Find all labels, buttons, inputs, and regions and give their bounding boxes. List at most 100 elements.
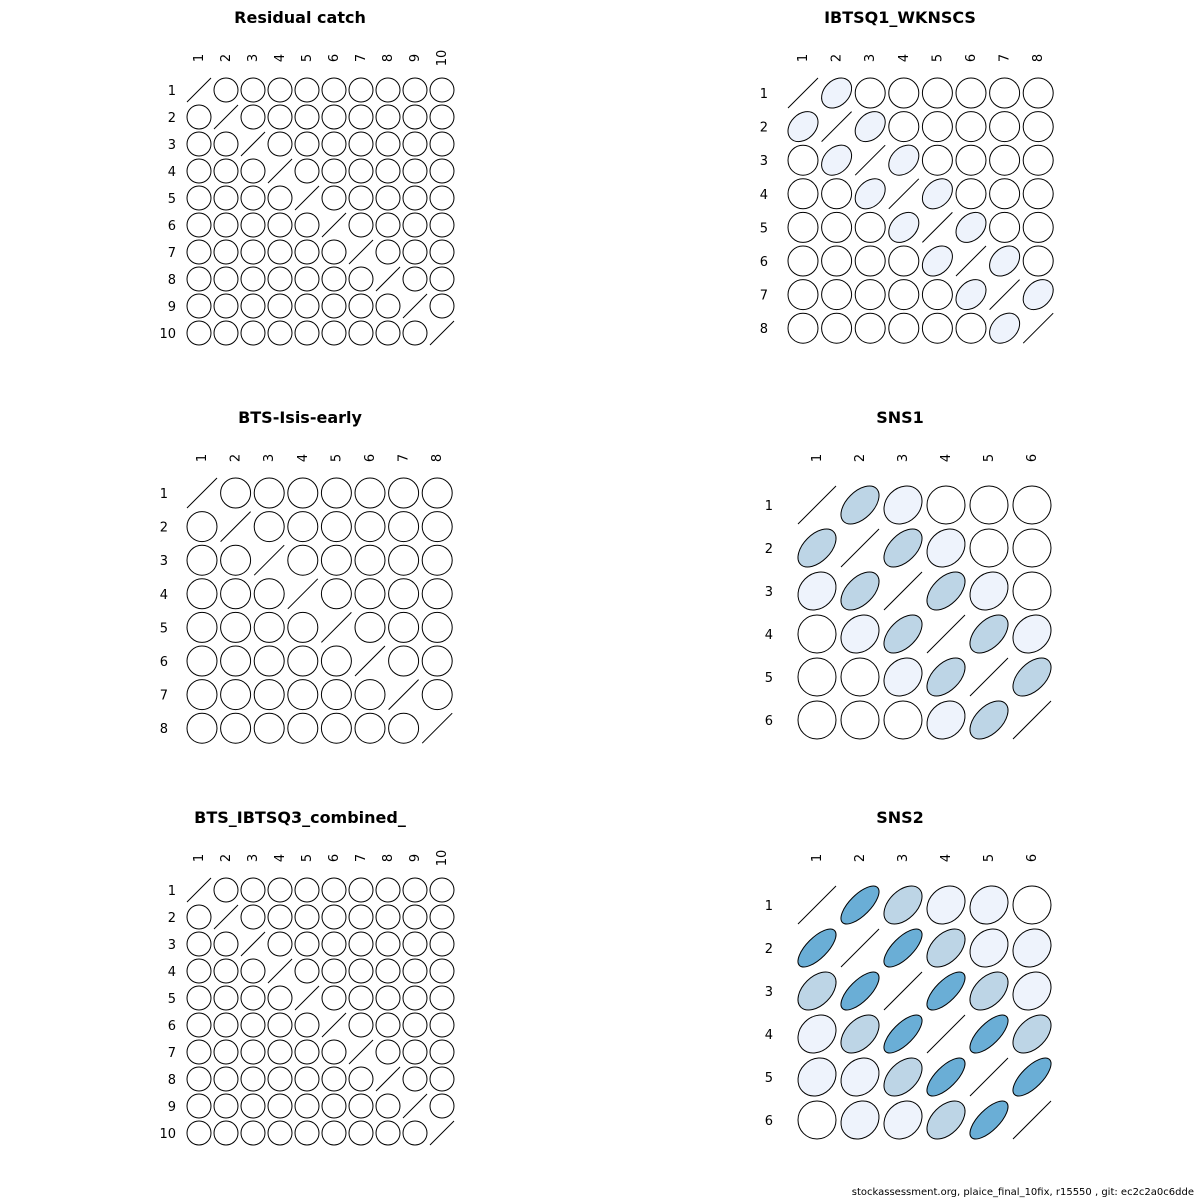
correlation-ellipse <box>240 877 266 903</box>
correlation-ellipse <box>1012 485 1052 525</box>
correlation-ellipse <box>821 279 853 311</box>
diagonal-line <box>926 614 966 654</box>
correlation-ellipse <box>213 1093 239 1119</box>
correlation-ellipse <box>267 104 293 130</box>
correlation-ellipse <box>186 212 212 238</box>
row-label: 10 <box>159 1127 176 1142</box>
column-label: 7 <box>354 854 369 862</box>
correlation-ellipse <box>375 239 401 265</box>
diagonal-line <box>388 679 419 710</box>
row-label: 7 <box>168 246 176 261</box>
column-label: 5 <box>300 54 315 62</box>
correlation-ellipse <box>321 1066 347 1092</box>
row-label: 7 <box>168 1046 176 1061</box>
correlation-ellipse <box>213 877 239 903</box>
row-label: 1 <box>168 84 176 99</box>
correlation-ellipse <box>240 985 266 1011</box>
correlation-ellipse <box>186 1093 212 1119</box>
correlation-ellipse <box>240 1039 266 1065</box>
row-label: 6 <box>760 255 768 270</box>
correlation-ellipse <box>955 144 987 176</box>
column-label: 2 <box>219 854 234 862</box>
correlation-ellipse <box>787 211 819 243</box>
column-label: 3 <box>896 454 911 462</box>
correlation-ellipse <box>294 293 320 319</box>
correlation-ellipse <box>240 958 266 984</box>
correlation-ellipse <box>840 885 880 925</box>
diagonal-line <box>883 971 923 1011</box>
correlation-ellipse <box>294 877 320 903</box>
correlation-ellipse <box>969 528 1009 568</box>
correlation-ellipse <box>267 266 293 292</box>
correlation-ellipse <box>294 1093 320 1119</box>
correlation-ellipse <box>969 1100 1009 1140</box>
correlation-ellipse <box>429 1093 455 1119</box>
correlation-ellipse <box>253 712 285 744</box>
diagonal-line <box>1012 700 1052 740</box>
column-label: 4 <box>939 854 954 862</box>
correlation-ellipse <box>921 312 953 344</box>
correlation-ellipse <box>294 904 320 930</box>
correlation-ellipse <box>375 212 401 238</box>
column-label: 2 <box>219 54 234 62</box>
correlation-ellipse <box>402 185 428 211</box>
row-label: 4 <box>765 628 773 643</box>
correlation-ellipse <box>375 131 401 157</box>
correlation-ellipse <box>321 185 347 211</box>
correlation-ellipse <box>240 904 266 930</box>
correlation-ellipse <box>921 77 953 109</box>
diagonal-line <box>240 131 266 157</box>
correlation-ellipse <box>186 293 212 319</box>
diagonal-line <box>220 511 251 542</box>
correlation-ellipse <box>429 958 455 984</box>
correlation-ellipse <box>883 700 923 740</box>
row-label: 5 <box>160 621 168 636</box>
correlation-ellipse <box>213 77 239 103</box>
correlation-ellipse <box>294 1012 320 1038</box>
correlation-ellipse <box>402 1012 428 1038</box>
correlation-ellipse <box>1012 885 1052 925</box>
correlation-ellipse <box>213 266 239 292</box>
correlation-ellipse <box>321 904 347 930</box>
correlation-ellipse <box>787 245 819 277</box>
correlation-ellipse <box>926 528 966 568</box>
correlation-ellipse <box>375 293 401 319</box>
correlation-ellipse <box>375 185 401 211</box>
correlation-ellipse <box>348 212 374 238</box>
diagonal-line <box>186 477 218 509</box>
diagonal-line <box>1012 1100 1052 1140</box>
corr-panel-2: IBTSQ1_WKNSCS 1 1 2 2 3 3 4 4 5 5 6 6 7 7 8 8 <box>760 8 1054 344</box>
correlation-ellipse <box>294 1120 320 1146</box>
correlation-ellipse <box>421 645 453 677</box>
correlation-ellipse <box>854 77 886 109</box>
row-label: 2 <box>168 111 176 126</box>
correlation-ellipse <box>348 1093 374 1119</box>
correlation-ellipse <box>213 212 239 238</box>
correlation-ellipse <box>253 645 285 677</box>
correlation-ellipse <box>186 679 218 711</box>
correlation-ellipse <box>186 185 212 211</box>
column-label: 8 <box>1031 54 1046 62</box>
correlation-ellipse <box>294 958 320 984</box>
row-label: 3 <box>160 554 168 569</box>
correlation-ellipse <box>421 544 453 576</box>
panel-title: Residual catch <box>234 8 366 27</box>
correlation-ellipse <box>797 700 837 740</box>
correlation-ellipse <box>821 178 853 210</box>
correlation-ellipse <box>1012 657 1052 697</box>
diagonal-line <box>186 77 212 103</box>
correlation-ellipse <box>429 877 455 903</box>
correlation-ellipse <box>354 544 386 576</box>
corr-panel-3: BTS-Isis-early 1 1 2 2 3 3 4 4 5 5 6 6 7 7 8 8 <box>160 408 453 744</box>
correlation-ellipse <box>375 904 401 930</box>
correlation-ellipse <box>186 578 218 610</box>
correlation-ellipse <box>253 578 285 610</box>
correlation-ellipse <box>888 279 920 311</box>
column-label: 5 <box>982 854 997 862</box>
row-label: 5 <box>168 992 176 1007</box>
column-label: 7 <box>354 54 369 62</box>
correlation-ellipse <box>213 1039 239 1065</box>
correlation-ellipse <box>321 1039 347 1065</box>
diagonal-line <box>1022 312 1054 344</box>
correlation-ellipse <box>429 1039 455 1065</box>
